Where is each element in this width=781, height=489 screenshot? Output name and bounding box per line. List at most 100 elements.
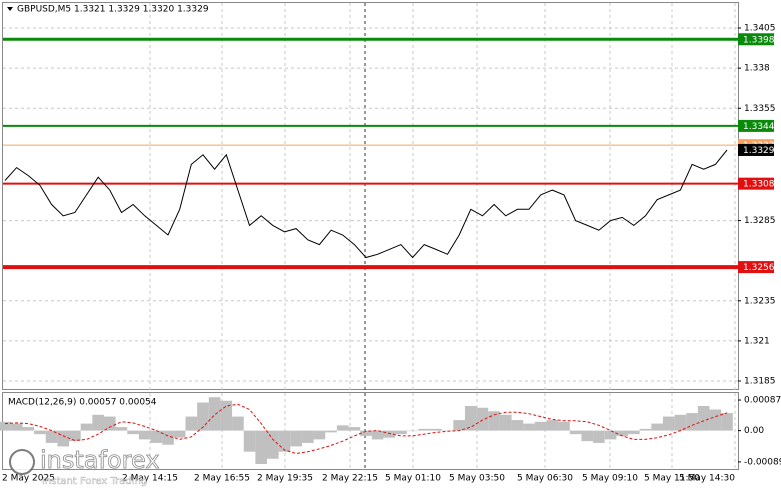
macd-bar [616,430,629,436]
x-tick-label: 2 May 16:55 [194,474,250,484]
macd-bar [278,430,291,452]
symbol-arrow [7,7,13,11]
x-tick-label: 2 May 14:15 [122,474,178,484]
y-tick-label: 0.00087 [744,396,781,406]
macd-bar [674,414,687,431]
y-tick-label: 0.00 [744,426,764,436]
macd-bar [150,430,163,443]
x-tick-label: 2 May 19:35 [257,474,313,484]
level-label-box [738,177,774,190]
macd-bar [651,423,663,431]
macd-bar [628,430,640,435]
logo-icon [9,449,35,475]
macd-bar [604,430,617,440]
x-tick-label: 2 May 2025 [2,474,55,484]
macd-bar [464,406,477,431]
y-tick-label: -0.00089 [744,457,781,467]
price-line [4,149,728,259]
macd-bar [593,430,605,443]
x-tick-label: 5 May 01:10 [385,474,441,484]
chart-title: GBPUSD,M5 1.3321 1.3329 1.3320 1.3329 [17,5,209,15]
macd-bar [267,430,279,459]
y-tick-label: 1.3405 [744,24,776,34]
macd-bar [185,416,198,431]
level-label: 1.3256 [743,263,775,273]
macd-bar [301,430,314,443]
macd-bar [290,430,302,447]
macd-bar [162,430,174,445]
macd-bar [662,416,675,431]
macd-bar [197,402,209,431]
x-tick-label: 5 May 06:30 [517,474,573,484]
macd-bar [697,406,710,431]
y-tick-label: 1.3355 [744,104,776,114]
macd-bar [709,409,722,431]
logo: instaforex Instant Forex Trading [9,446,160,487]
macd-bar [581,430,594,442]
macd-bar [639,428,652,431]
logo-tagline: Instant Forex Trading [42,476,147,487]
level-label: 1.3398 [743,35,775,45]
macd-bar [57,430,70,447]
macd-bar [360,430,372,436]
macd-bar [208,397,221,431]
macd-bar [10,423,23,431]
macd-bar [511,420,524,431]
macd-bar [220,400,233,431]
level-label-box [738,261,774,274]
macd-bar [115,427,128,431]
macd-bar [476,407,489,431]
macd-bar [80,423,93,431]
macd-bar [313,430,326,440]
macd-bar [383,430,396,438]
macd-bar [488,411,500,431]
macd-bar [92,414,104,431]
x-tick-label: 5 May 11:50 [644,474,700,484]
main-panel [2,2,739,390]
macd-bar [255,430,268,465]
macd-bar [69,430,81,442]
macd-bar [22,427,35,431]
x-tick-label: 5 May 14:30 [679,474,735,484]
macd-bar [243,430,256,452]
last-price-label: 1.3329 [743,146,775,156]
macd-bar [523,423,535,431]
macd-bar [534,421,547,431]
macd-bar [453,420,465,431]
x-tick-label: 5 May 03:50 [449,474,505,484]
macd-bar [371,430,384,440]
level-label: 1.3344 [743,122,775,132]
level-label-box [738,119,774,132]
signal-line [4,403,728,455]
x-tick-label: 5 May 09:10 [582,474,638,484]
macd-bar [395,430,407,435]
macd-bar [103,416,116,431]
macd-bar [45,430,58,443]
macd-bar [348,427,361,431]
macd-bar [336,425,349,431]
macd-title: MACD(12,26,9) 0.00057 0.00054 [8,398,157,408]
macd-bar [418,428,431,431]
macd-bar [430,428,442,431]
y-tick-label: 1.338 [744,64,770,74]
macd-bar [173,430,186,438]
y-tick-label: 1.3185 [744,377,776,387]
last-price-box [738,143,774,156]
macd-bar [686,413,698,431]
macd-bar [721,413,733,431]
logo-name: instaforex [40,446,160,474]
macd-bar [406,430,419,432]
x-tick-label: 2 May 22:15 [322,474,378,484]
macd-bar [127,430,139,435]
y-tick-label: 1.3235 [744,296,776,306]
macd-bar [558,421,570,431]
macd-bar [0,421,11,431]
macd-bar [34,430,46,435]
level-label-box [738,33,774,46]
macd-bar [499,414,512,431]
macd-bar [546,420,559,431]
macd-bar [138,430,151,440]
macd-bar [325,430,337,433]
macd-bar [232,416,244,431]
